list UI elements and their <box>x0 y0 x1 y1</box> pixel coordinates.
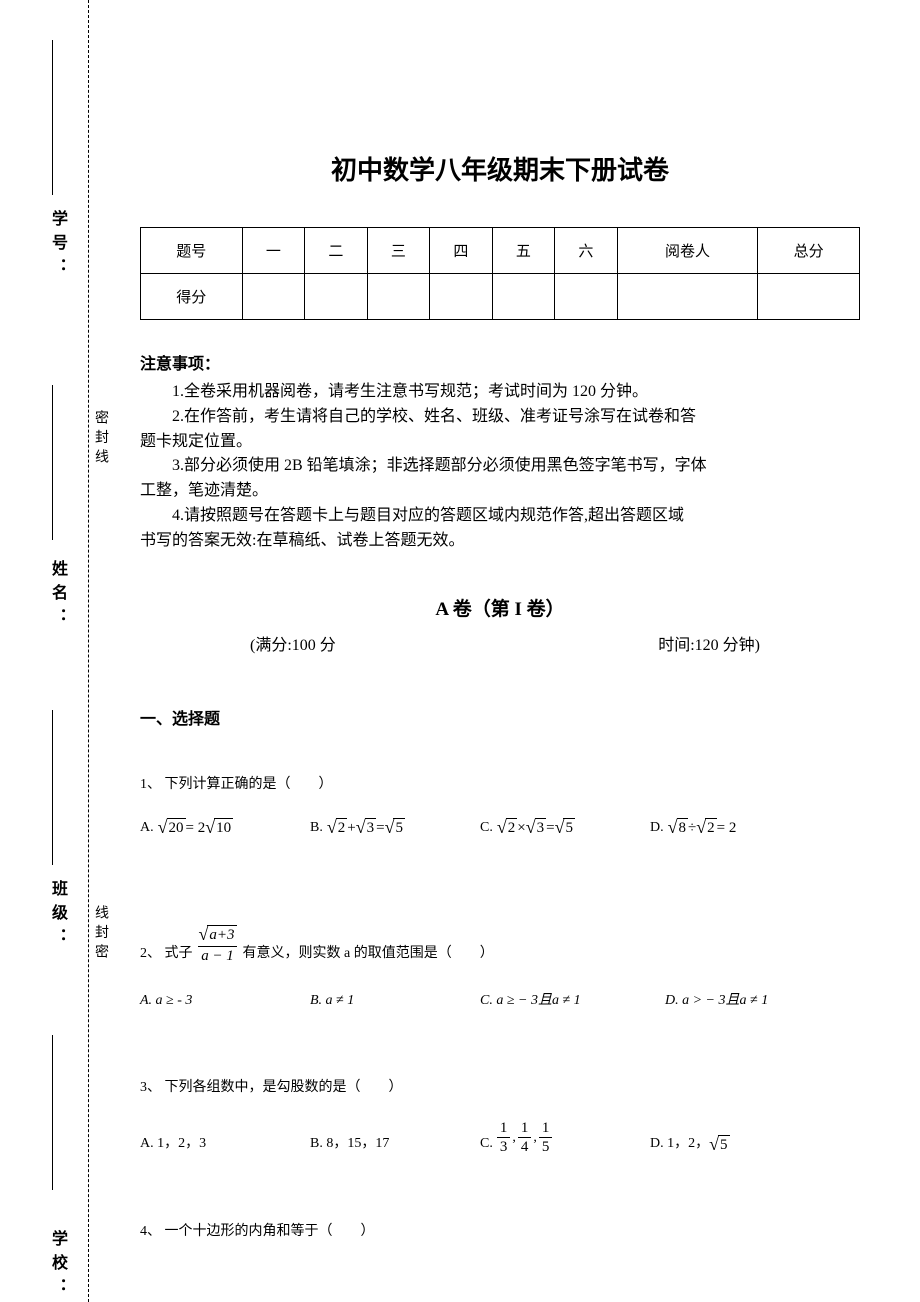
notice-1: 1.全卷采用机器阅卷，请考生注意书写规范；考试时间为 120 分钟。 <box>140 380 860 405</box>
section-subheader: (满分:100 分 时间:120 分钟) <box>140 631 860 655</box>
score-cell <box>242 274 305 320</box>
question-2: 2、 式子 √a+3 a − 1 有意义，则实数 a 的取值范围是（ ） A. … <box>140 925 860 1012</box>
score-cell <box>555 274 618 320</box>
notice-4c: 书写的答案无效:在草稿纸、试卷上答题无效。 <box>140 529 860 554</box>
q2-option-b: B. a ≠ 1 <box>310 990 480 1012</box>
q1-option-a: A. √20 = 2 √10 <box>140 816 310 840</box>
question-1: 1、 下列计算正确的是（ ） A. √20 = 2 √10 B. √2 + √3… <box>140 774 860 840</box>
fill-line-2 <box>52 385 53 540</box>
score-cell <box>430 274 493 320</box>
score-table: 题号 一 二 三 四 五 六 阅卷人 总分 得分 <box>140 227 860 320</box>
label-name: 姓名： <box>45 560 69 632</box>
fill-line-4 <box>52 1035 53 1190</box>
notice-2c: 题卡规定位置。 <box>140 430 860 455</box>
th-reviewer: 阅卷人 <box>617 228 758 274</box>
seal-text-1: 密封线 <box>90 410 110 469</box>
th-3: 三 <box>367 228 430 274</box>
th-5: 五 <box>492 228 555 274</box>
question-4: 4、 一个十边形的内角和等于（ ） <box>140 1221 860 1243</box>
q4-text: 4、 一个十边形的内角和等于（ ） <box>140 1221 860 1243</box>
q2-text: 2、 式子 √a+3 a − 1 有意义，则实数 a 的取值范围是（ ） <box>140 925 860 965</box>
q2-option-a: A. a ≥ - 3 <box>140 990 310 1012</box>
exam-time: 时间:120 分钟) <box>658 631 760 655</box>
page-content: 初中数学八年级期末下册试卷 题号 一 二 三 四 五 六 阅卷人 总分 得分 注… <box>140 0 860 1268</box>
q3-option-c: C. 13 , 14 , 15 <box>480 1120 650 1156</box>
q1-options: A. √20 = 2 √10 B. √2 + √3 = √5 C. √2 × √… <box>140 816 860 840</box>
q2-option-c: C. a ≥ − 3且a ≠ 1 <box>480 990 665 1012</box>
th-label: 题号 <box>141 228 243 274</box>
label-school: 学校： <box>45 1230 69 1302</box>
score-cell <box>617 274 758 320</box>
th-6: 六 <box>555 228 618 274</box>
q2-options: A. a ≥ - 3 B. a ≠ 1 C. a ≥ − 3且a ≠ 1 D. … <box>140 990 860 1012</box>
score-cell <box>492 274 555 320</box>
q2-option-d: D. a > − 3且a ≠ 1 <box>665 990 835 1012</box>
fill-line-3 <box>52 710 53 865</box>
q3-option-a: A. 1，2，3 <box>140 1120 310 1156</box>
score-cell <box>305 274 368 320</box>
question-3: 3、 下列各组数中，是勾股数的是（ ） A. 1，2，3 B. 8，15，17 … <box>140 1077 860 1155</box>
q3-option-d: D. 1，2， √5 <box>650 1120 820 1156</box>
seal-text-2: 线封密 <box>90 905 110 964</box>
row-score-label: 得分 <box>141 274 243 320</box>
binding-margin: 学号： 姓名： 班级： 学校： 密封线 线封密 <box>0 0 130 1302</box>
notice-2: 2.在作答前，考生请将自己的学校、姓名、班级、准考证号涂写在试卷和答 <box>140 405 860 430</box>
binding-dashed-line <box>88 0 89 1302</box>
q1-option-c: C. √2 × √3 = √5 <box>480 816 650 840</box>
q1-option-b: B. √2 + √3 = √5 <box>310 816 480 840</box>
notice-3c: 工整，笔迹清楚。 <box>140 479 860 504</box>
score-cell <box>758 274 860 320</box>
exam-title: 初中数学八年级期末下册试卷 <box>140 150 860 187</box>
fill-line-1 <box>52 40 53 195</box>
th-total: 总分 <box>758 228 860 274</box>
q3-options: A. 1，2，3 B. 8，15，17 C. 13 , 14 , 15 D. 1… <box>140 1120 860 1156</box>
q3-text: 3、 下列各组数中，是勾股数的是（ ） <box>140 1077 860 1099</box>
notice-title: 注意事项： <box>140 350 860 374</box>
part-1-title: 一、选择题 <box>140 705 860 729</box>
label-student-id: 学号： <box>45 210 69 282</box>
notice-4: 4.请按照题号在答题卡上与题目对应的答题区域内规范作答,超出答题区域 <box>140 504 860 529</box>
th-2: 二 <box>305 228 368 274</box>
th-1: 一 <box>242 228 305 274</box>
section-header: A 卷（第 I 卷） <box>140 594 860 621</box>
score-cell <box>367 274 430 320</box>
notice-3: 3.部分必须使用 2B 铅笔填涂；非选择题部分必须使用黑色签字笔书写，字体 <box>140 454 860 479</box>
q1-text: 1、 下列计算正确的是（ ） <box>140 774 860 796</box>
q1-option-d: D. √8 ÷ √2 = 2 <box>650 816 820 840</box>
full-marks: (满分:100 分 <box>250 631 336 655</box>
th-4: 四 <box>430 228 493 274</box>
q2-fraction: √a+3 a − 1 <box>197 925 239 965</box>
label-class: 班级： <box>45 880 69 952</box>
q3-option-b: B. 8，15，17 <box>310 1120 480 1156</box>
